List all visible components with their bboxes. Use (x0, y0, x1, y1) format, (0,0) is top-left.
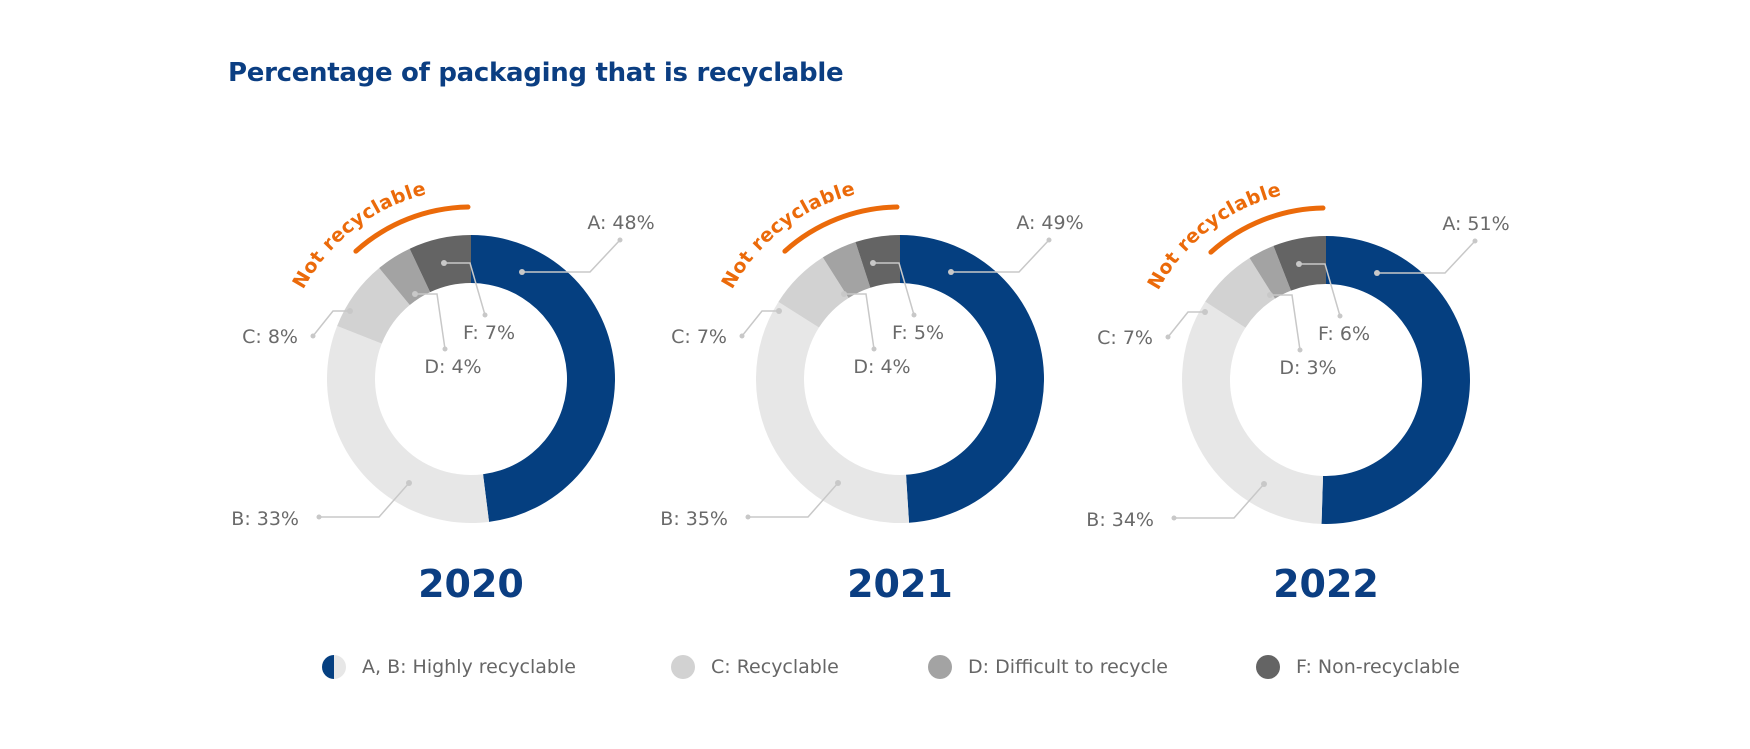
year-label: 2021 (847, 562, 953, 606)
leader-dot-d (1267, 292, 1273, 298)
leader-end-dot-f (482, 312, 488, 318)
leader-dot-d (841, 291, 847, 297)
leader-dot-d (412, 291, 418, 297)
data-label-a: A: 48% (587, 212, 654, 234)
leader-line-c (312, 310, 350, 337)
segment-f (855, 235, 900, 288)
legend-swatch-recyclable (671, 655, 695, 679)
segment-d (379, 248, 431, 306)
leader-line-f (1299, 263, 1341, 317)
data-label-d: D: 4% (853, 356, 910, 378)
data-label-b: B: 35% (660, 508, 728, 530)
segment-f (409, 235, 471, 293)
data-label-f: F: 7% (463, 322, 515, 344)
segment-a (1321, 236, 1470, 525)
leader-dot-a (519, 269, 525, 275)
data-label-b: B: 34% (1086, 509, 1154, 531)
leader-end-dot-c (739, 333, 745, 339)
data-label-c: C: 7% (1097, 327, 1153, 349)
leader-line-d (844, 293, 875, 350)
segment-d (822, 242, 871, 298)
not-recyclable-bracket (353, 204, 471, 254)
leader-line-c (741, 310, 779, 337)
legend-item-non-recyclable: F: Non-recyclable (1256, 652, 1460, 682)
leader-line-a (522, 239, 621, 273)
leader-line-a (951, 239, 1050, 273)
data-label-b: B: 33% (231, 508, 299, 530)
legend-swatch-highly-recyclable (322, 655, 346, 679)
legend-swatch-non-recyclable (1256, 655, 1280, 679)
leader-end-dot-b (1171, 515, 1177, 521)
segment-a (471, 235, 615, 522)
leader-dot-c (1202, 309, 1208, 315)
data-label-d: D: 4% (424, 356, 481, 378)
leader-dot-a (1374, 270, 1380, 276)
data-label-a: A: 49% (1016, 212, 1083, 234)
leader-dot-c (347, 308, 353, 314)
data-label-c: C: 7% (671, 326, 727, 348)
leader-end-dot-a (617, 237, 623, 243)
leader-line-c (1167, 311, 1205, 338)
data-label-a: A: 51% (1442, 213, 1509, 235)
leader-end-dot-a (1046, 237, 1052, 243)
data-label-f: F: 6% (1318, 323, 1370, 345)
leader-line-b (1174, 483, 1265, 519)
leader-line-f (873, 262, 915, 316)
data-label-d: D: 3% (1279, 357, 1336, 379)
legend-label: F: Non-recyclable (1296, 656, 1460, 678)
segment-d (1249, 245, 1291, 299)
leader-dot-c (776, 308, 782, 314)
leader-end-dot-b (745, 514, 751, 520)
segment-c (778, 257, 849, 328)
segment-b (327, 325, 490, 523)
leader-line-d (415, 293, 446, 350)
legend-item-highly-recyclable: A, B: Highly recyclable (322, 652, 576, 682)
segment-a (900, 235, 1044, 523)
leader-end-dot-f (1337, 313, 1343, 319)
leader-dot-f (1296, 261, 1302, 267)
leader-end-dot-d (442, 346, 448, 352)
legend: A, B: Highly recyclable C: Recyclable D:… (0, 652, 1750, 682)
data-label-f: F: 5% (892, 322, 944, 344)
leader-end-dot-d (871, 346, 877, 352)
leader-end-dot-b (316, 514, 322, 520)
legend-label: A, B: Highly recyclable (362, 656, 576, 678)
chart-title: Percentage of packaging that is recyclab… (228, 58, 844, 88)
year-label: 2022 (1273, 562, 1379, 606)
not-recyclable-bracket (782, 204, 900, 254)
leader-line-d (1270, 294, 1301, 351)
legend-label: C: Recyclable (711, 656, 839, 678)
leader-end-dot-a (1472, 238, 1478, 244)
leader-end-dot-c (310, 333, 316, 339)
leader-dot-b (835, 480, 841, 486)
segment-b (756, 301, 910, 523)
leader-end-dot-d (1297, 347, 1303, 353)
segment-b (1182, 301, 1324, 524)
leader-line-b (319, 482, 410, 518)
segment-c (1205, 257, 1276, 328)
data-label-c: C: 8% (242, 326, 298, 348)
leader-dot-b (1261, 481, 1267, 487)
leader-line-a (1377, 240, 1476, 274)
leader-end-dot-f (911, 312, 917, 318)
leader-dot-b (406, 480, 412, 486)
leader-dot-f (441, 260, 447, 266)
leader-end-dot-c (1165, 334, 1171, 340)
not-recyclable-bracket (1208, 205, 1326, 255)
leader-dot-f (870, 260, 876, 266)
leader-dot-a (948, 269, 954, 275)
legend-item-recyclable: C: Recyclable (671, 652, 839, 682)
legend-label: D: Difficult to recycle (968, 656, 1168, 678)
year-label: 2020 (418, 562, 524, 606)
segment-c (337, 268, 410, 344)
legend-swatch-difficult-to-recycle (928, 655, 952, 679)
legend-item-difficult-to-recycle: D: Difficult to recycle (928, 652, 1168, 682)
leader-line-f (444, 262, 486, 316)
leader-line-b (748, 482, 839, 518)
